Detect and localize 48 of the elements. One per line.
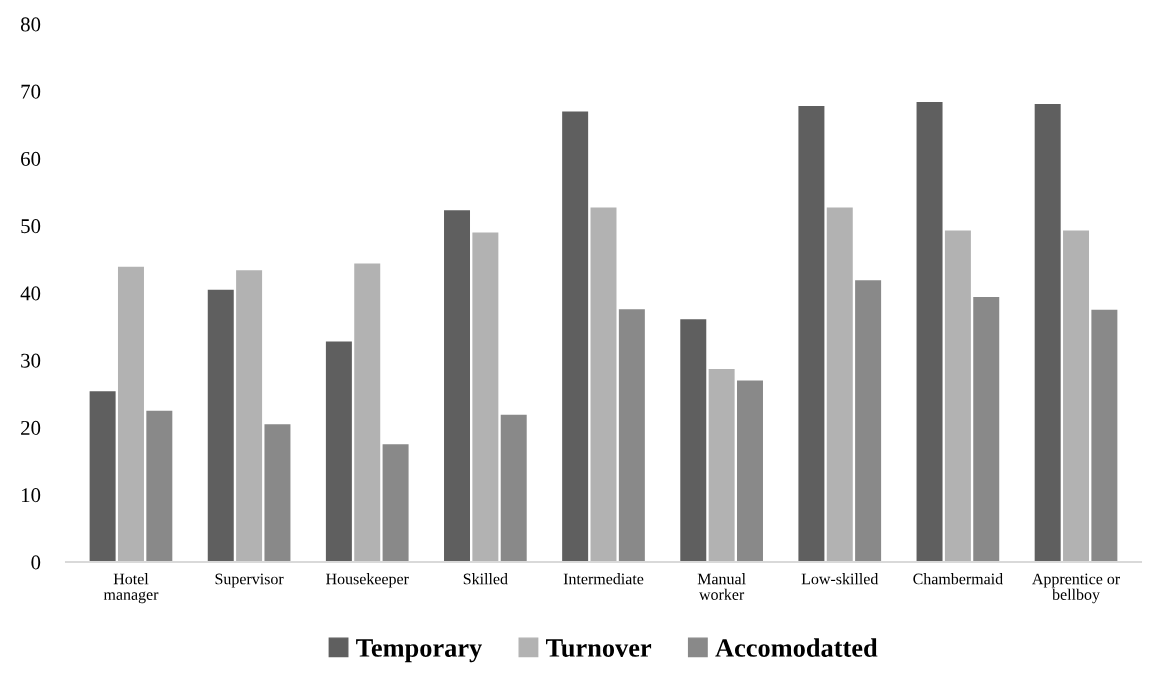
bar [382,444,409,562]
bar [708,368,735,562]
bar [207,289,234,562]
bar [736,380,763,562]
x-tick-label: Hotel manager [103,573,159,604]
x-tick-label: Skilled [463,573,508,585]
y-tick-label: 80 [20,17,41,32]
y-tick-label: 10 [22,488,41,503]
bar [472,232,499,562]
bar [1091,309,1118,562]
x-tick-label: Manual worker [697,573,746,600]
legend-label: Temporary [356,639,483,663]
y-tick-label: 50 [21,219,41,234]
x-tick-label: Supervisor [215,573,284,588]
legend-label: Turnover [546,639,652,657]
bar [562,111,589,562]
bar [146,410,173,562]
bar [855,280,882,562]
bar [618,309,645,562]
y-tick-label: 20 [21,420,41,435]
bar [680,319,707,562]
bar [325,341,352,562]
x-tick-label: Chambermaid [913,573,1003,585]
bar [117,266,144,562]
bar [236,270,263,562]
y-tick-label: 70 [21,84,41,99]
bar [354,263,381,562]
bar [500,414,527,562]
bar [944,230,971,562]
bar [916,102,943,562]
x-tick-label: Intermediate [563,573,644,585]
bar [1034,104,1061,562]
x-tick-label: Apprentice or bellboy [1032,573,1121,604]
y-tick-label: 60 [21,151,41,166]
x-tick-label: Low-skilled [801,573,879,585]
y-tick-label: 30 [21,353,41,368]
bar [973,297,1000,562]
bar [798,106,825,562]
x-tick-label: Housekeeper [326,573,409,588]
bar [89,391,116,562]
bar [444,210,471,562]
y-tick-label: 40 [20,286,41,301]
bar [264,424,291,562]
bar [590,207,617,562]
bar [826,207,853,562]
legend-label: Accomodatted [715,638,878,657]
bar [1063,230,1090,562]
y-tick-label: 0 [31,555,41,570]
